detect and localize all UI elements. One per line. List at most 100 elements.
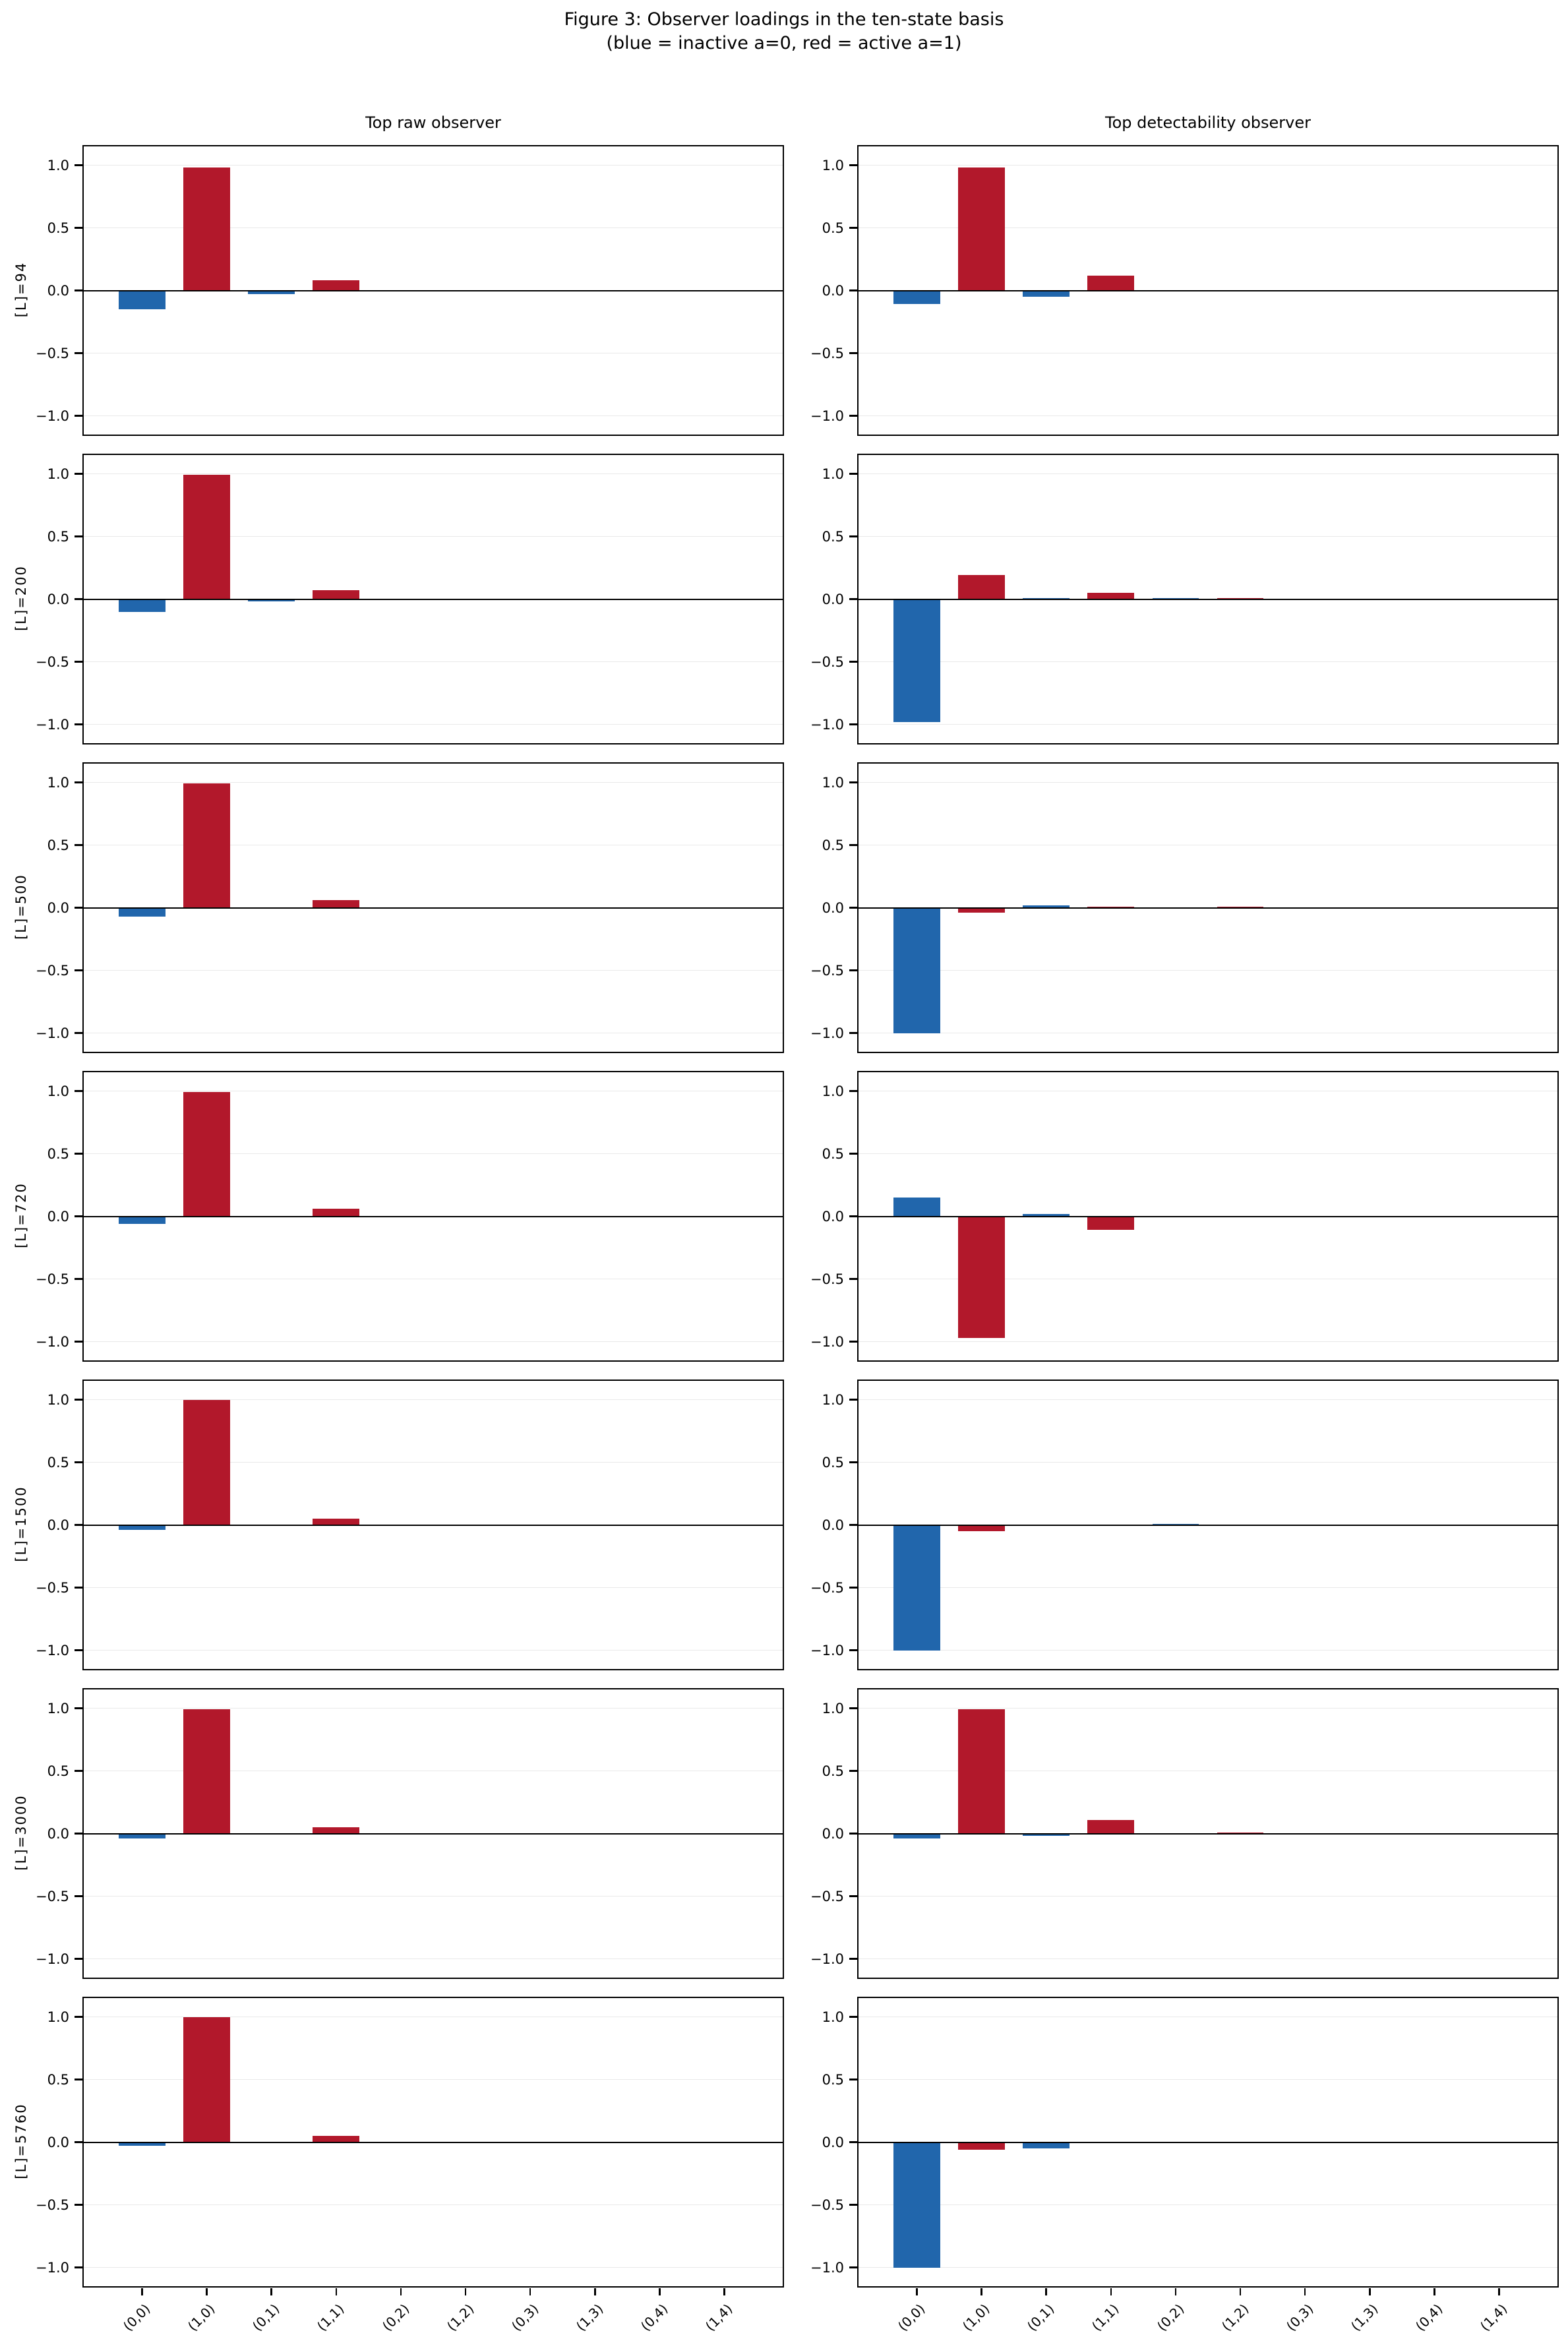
gridline [859,781,1557,783]
y-tick-label: 1.0 [822,774,844,791]
bar-(1,0)-raw [183,167,230,291]
zero-axis-line [84,907,783,909]
x-tick-label: (0,4) [637,2301,671,2334]
x-tick-label: (0,0) [894,2301,928,2334]
gridline [859,969,1557,971]
y-tick-label: −0.5 [36,2197,69,2213]
zero-axis-line [859,1215,1557,1217]
x-tick-mark [723,2288,725,2295]
y-tick-mark [849,1153,857,1155]
y-tick-mark [849,2141,857,2143]
y-tick-label: 0.0 [822,1825,844,1842]
bar-(0,0)-detectability [893,599,940,722]
subplot-500-detectability: 1.0 0.5 0.0 −0.5 −1.0 [810,762,1559,1053]
y-tick-label: 0.5 [822,220,844,236]
y-tick-label: −1.0 [810,408,844,424]
y-tick-label: 0.0 [822,591,844,607]
y-tick-label: 1.0 [47,157,69,173]
x-tick-label: (1,0) [959,2301,993,2334]
figure-title: Figure 3: Observer loadings in the ten-s… [564,9,1004,30]
y-tick-label: 0.5 [47,1454,69,1471]
zero-axis-line [84,1215,783,1217]
bar-(0,1)-raw [248,290,295,295]
gridline [84,352,783,354]
y-tick-label: −0.5 [36,1888,69,1904]
y-tick-label: 1.0 [47,774,69,791]
gridline [84,969,783,971]
y-tick-mark [849,598,857,600]
gridline [84,2016,783,2018]
gridline [84,2266,783,2268]
row-label-500: [L]=500 [13,873,29,940]
row-label-1500: [L]=1500 [13,1485,29,1562]
y-tick-mark [849,289,857,291]
y-tick-label: −0.5 [36,653,69,670]
bar-(0,1)-detectability [1023,905,1070,908]
gridline [859,1895,1557,1897]
bar-(0,0)-raw [119,2142,166,2146]
x-tick-label: (0,3) [508,2301,542,2334]
y-tick-mark [74,1587,82,1589]
row-label-200: [L]=200 [13,564,29,631]
y-tick-mark [74,1090,82,1092]
x-tick-mark [270,2288,272,2295]
y-tick-label: −0.5 [36,1271,69,1287]
y-tick-label: 0.5 [47,1145,69,1162]
gridline [84,535,783,537]
y-tick-mark [74,1833,82,1835]
subplot-720-raw: 1.0 0.5 0.0 −0.5 −1.0 [36,1071,784,1362]
gridline [84,1461,783,1463]
bar-(1,1)-raw [313,900,360,908]
y-tick-label: 1.0 [822,157,844,173]
y-tick-mark [849,164,857,166]
y-tick-mark [74,1461,82,1463]
y-tick-mark [74,661,82,663]
gridline [84,164,783,166]
y-tick-label: −0.5 [36,345,69,361]
y-tick-label: −1.0 [36,2259,69,2276]
gridline [859,1090,1557,1092]
gridline [859,1770,1557,1772]
subplot-200-raw: 1.0 0.5 0.0 −0.5 −1.0 [36,454,784,744]
x-tick-label: (1,4) [702,2301,736,2334]
y-tick-mark [74,844,82,846]
y-tick-label: 0.5 [47,220,69,236]
y-tick-mark [74,1524,82,1526]
gridline [84,1341,783,1343]
y-tick-label: 0.0 [47,2134,69,2150]
y-tick-mark [74,1895,82,1897]
zero-axis-line [84,1833,783,1835]
y-tick-mark [849,227,857,229]
y-tick-label: −1.0 [36,1642,69,1658]
y-tick-label: 1.0 [47,1391,69,1408]
x-tick-label: (0,1) [1024,2301,1058,2334]
y-tick-mark [849,1090,857,1092]
gridline [84,1895,783,1897]
x-tick-mark [1433,2288,1435,2295]
y-tick-label: −0.5 [810,1888,844,1904]
y-tick-mark [74,598,82,600]
y-tick-label: 0.0 [47,591,69,607]
bar-(1,0)-detectability [958,1709,1005,1834]
x-tick-mark [1174,2288,1177,2295]
y-tick-mark [74,969,82,971]
x-tick-mark [980,2288,982,2295]
gridline [84,415,783,417]
y-tick-label: 1.0 [47,1700,69,1716]
y-tick-mark [849,2079,857,2080]
y-tick-mark [849,723,857,725]
y-tick-label: 0.5 [822,1145,844,1162]
subplot-1500-raw: 1.0 0.5 0.0 −0.5 −1.0 [36,1380,784,1670]
subplot-720-detectability: 1.0 0.5 0.0 −0.5 −1.0 [810,1071,1559,1362]
y-tick-label: −1.0 [36,1951,69,1967]
y-tick-label: 0.5 [822,2071,844,2088]
y-tick-label: 0.5 [47,1763,69,1779]
gridline [859,2079,1557,2080]
y-tick-mark [74,2266,82,2268]
zero-axis-line [84,2141,783,2143]
row-label-5760: [L]=5760 [13,2102,29,2179]
gridline [859,2016,1557,2018]
gridline [859,723,1557,725]
y-tick-label: −1.0 [36,408,69,424]
